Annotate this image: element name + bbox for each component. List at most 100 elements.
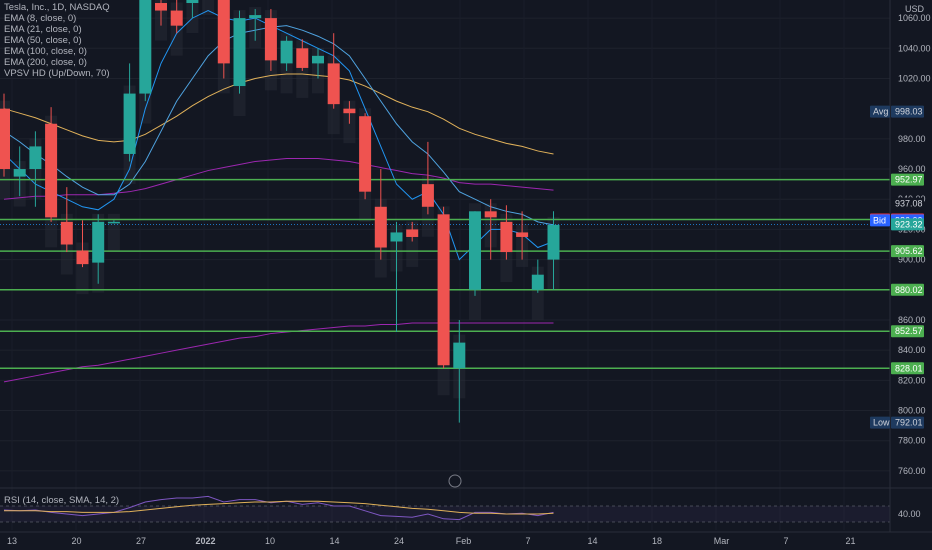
legend-ema-50[interactable]: EMA (50, close, 0)	[4, 35, 82, 46]
badge-value-bg	[891, 245, 924, 258]
candle-body	[359, 116, 372, 192]
price-badge-level: 828.01	[891, 362, 924, 375]
legend-ema-200[interactable]: EMA (200, close, 0)	[4, 57, 87, 68]
time-tick-label: 13	[7, 536, 17, 546]
badge-value-bg	[891, 105, 924, 118]
badge-label: Low	[873, 418, 890, 428]
time-tick-label: 14	[329, 536, 339, 546]
ema-8-line	[3, 10, 554, 261]
price-tick-label: 1040.00	[898, 43, 931, 53]
price-tick-label: 860.00	[898, 315, 926, 325]
time-tick-label: 7	[783, 536, 788, 546]
candle-body	[76, 250, 89, 265]
price-tick-label: 960.00	[898, 164, 926, 174]
badge-value: 998.03	[895, 107, 923, 117]
price-tick-label: 980.00	[898, 134, 926, 144]
badge-value: 792.01	[895, 418, 923, 428]
badge-value: 880.02	[895, 285, 923, 295]
candle-body	[217, 0, 230, 64]
candle-body	[296, 48, 309, 68]
symbol-title[interactable]: Tesla, Inc., 1D, NASDAQ	[4, 2, 110, 13]
price-badge-level: 852.57	[891, 325, 924, 338]
candle-body	[453, 342, 466, 369]
time-tick-label: 14	[587, 536, 597, 546]
badge-value-bg	[891, 197, 924, 210]
price-tick-label: 840.00	[898, 345, 926, 355]
earnings-icon	[448, 474, 462, 488]
time-tick-label: 7	[525, 536, 530, 546]
currency-label: USD	[905, 4, 925, 14]
candle-body	[139, 0, 152, 94]
candle-body	[343, 108, 356, 114]
price-badge-last: 923.32	[891, 218, 924, 231]
ema-200-line	[3, 322, 554, 383]
price-tick-label: 820.00	[898, 375, 926, 385]
earnings-marker	[448, 474, 462, 488]
rsi-sma-line	[4, 500, 554, 515]
candle-body	[327, 63, 340, 105]
badge-value-bg	[891, 416, 924, 429]
price-badge-level: 905.62	[891, 245, 924, 258]
price-badge-plain: 937.08	[891, 197, 924, 210]
candle-body	[280, 40, 293, 64]
candle-body	[484, 211, 497, 218]
volume-profile-bar	[202, 0, 215, 15]
time-tick-label: 18	[652, 536, 662, 546]
price-tick-label: 1060.00	[898, 13, 931, 23]
candle-body	[469, 211, 481, 290]
candle-body	[92, 221, 105, 263]
candle-body	[170, 10, 183, 26]
price-badge-low: Low 792.01	[870, 416, 924, 429]
badge-label: Avg	[873, 107, 888, 117]
rsi-band	[0, 506, 890, 522]
candle-body	[60, 221, 73, 245]
rsi-legend[interactable]: RSI (14, close, SMA, 14, 2)	[4, 495, 120, 506]
badge-value: 923.32	[895, 219, 923, 229]
candle-body	[29, 146, 42, 170]
price-badge-level: 880.02	[891, 283, 924, 296]
legend-ema-21[interactable]: EMA (21, close, 0)	[4, 24, 82, 35]
badge-value: 828.01	[895, 363, 923, 373]
candle-body	[0, 108, 10, 170]
time-tick-label: Feb	[456, 536, 472, 546]
price-tick-label: 760.00	[898, 466, 926, 476]
candle-body	[186, 0, 199, 4]
badge-label-bg	[870, 416, 890, 429]
rsi-pane: 40.00	[0, 487, 932, 533]
time-tick-label: 2022	[195, 536, 215, 546]
time-tick-label: 10	[265, 536, 275, 546]
badge-value-bg	[891, 218, 924, 231]
legend-vpsv[interactable]: VPSV HD (Up/Down, 70)	[4, 68, 110, 79]
price-badge-avg: Avg 998.03	[870, 105, 924, 118]
candle-body	[13, 169, 26, 177]
candle-body	[500, 221, 513, 253]
legend-ema-8[interactable]: EMA (8, close, 0)	[4, 13, 77, 24]
candle-body	[312, 55, 324, 64]
candle-body	[374, 206, 387, 248]
candle-body	[406, 229, 419, 237]
badge-label-bg	[870, 214, 890, 227]
price-tick-label: 800.00	[898, 406, 926, 416]
ema-100-line	[3, 157, 554, 200]
candle-body	[45, 123, 58, 218]
price-badge-level: 952.97	[891, 173, 924, 186]
candle-body	[107, 221, 120, 224]
badge-value: 852.57	[895, 326, 923, 336]
candle-body	[437, 214, 450, 366]
ema-lines	[3, 10, 554, 383]
candle-body	[123, 93, 136, 154]
ema-50-line	[3, 73, 554, 155]
candle-body	[233, 18, 246, 87]
indicator-legend: Tesla, Inc., 1D, NASDAQ EMA (8, close, 0…	[4, 2, 110, 79]
legend-ema-100[interactable]: EMA (100, close, 0)	[4, 46, 87, 57]
candles	[0, 0, 560, 423]
time-tick-label: 21	[845, 536, 855, 546]
price-tick-label: 780.00	[898, 436, 926, 446]
time-tick-label: Mar	[714, 536, 730, 546]
time-axis: 13 20 27 2022 10 14 24 Feb 7 14 18 Mar 7 21	[7, 536, 856, 546]
price-tick-label: 900.00	[898, 255, 926, 265]
candle-body	[390, 232, 403, 242]
time-tick-label: 27	[136, 536, 146, 546]
badge-label: Bid	[873, 215, 886, 225]
